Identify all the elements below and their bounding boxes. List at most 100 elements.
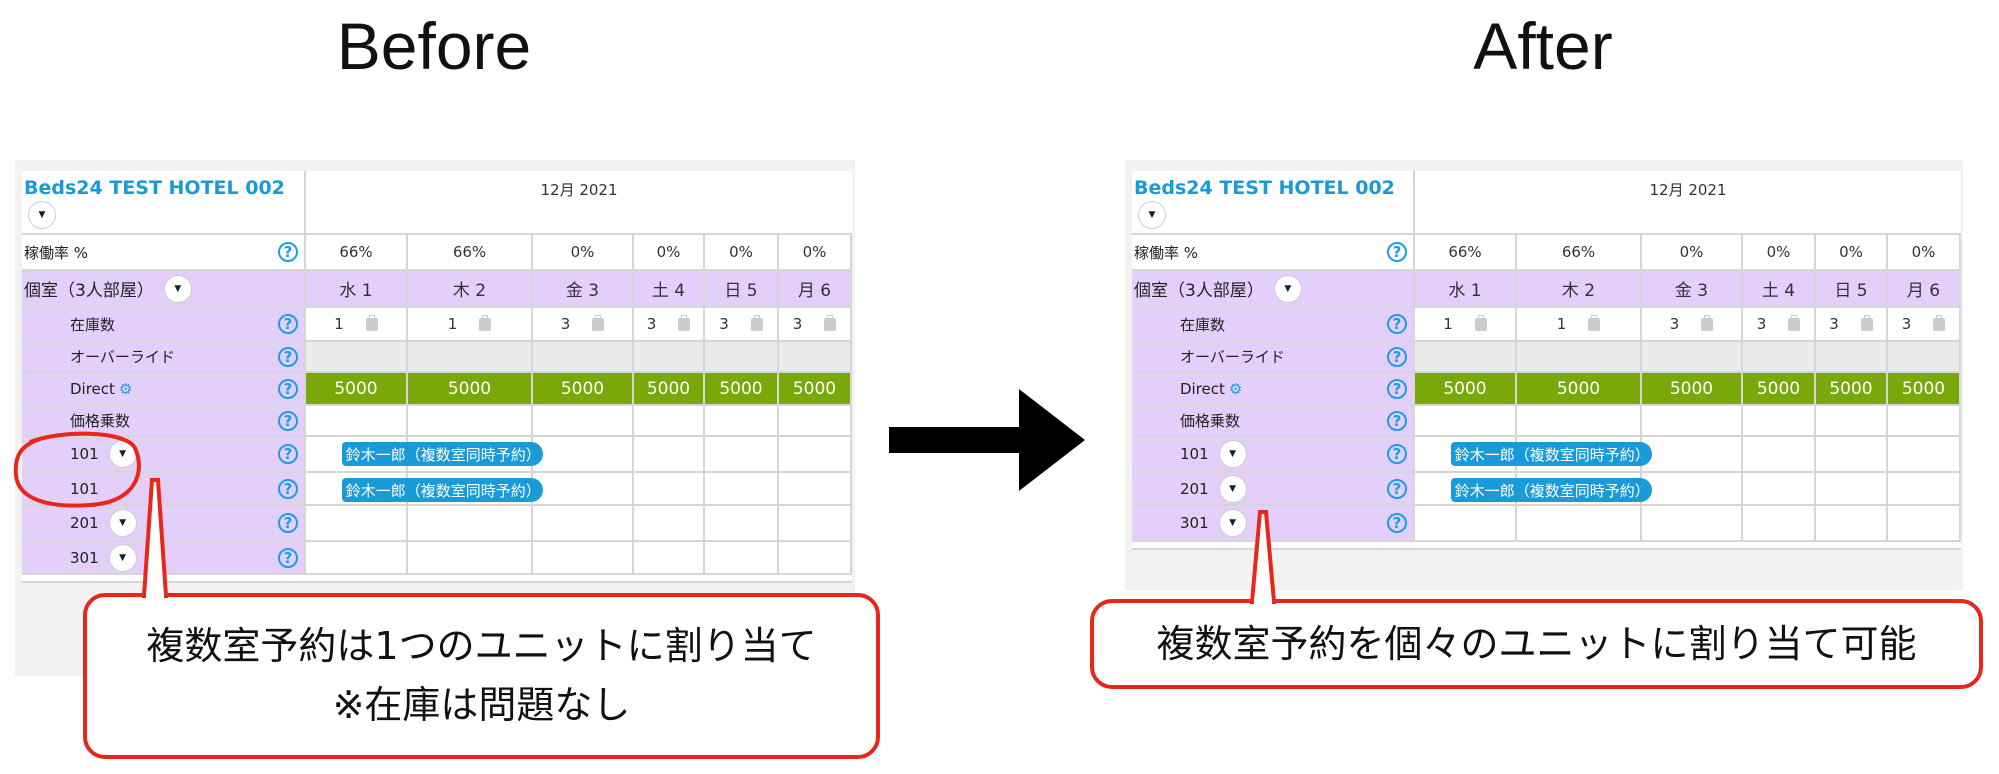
day-cell: 3	[634, 308, 705, 340]
after-callout-pointer	[1249, 510, 1277, 604]
day-cell: 3	[1816, 308, 1888, 340]
unit-name: 201	[70, 514, 99, 532]
room-type-row-label: 個室（3人部屋） ▼	[1132, 271, 1415, 306]
day-cell: 1	[408, 308, 533, 340]
day-cell[interactable]	[1888, 342, 1961, 371]
day-cell: 0%	[1816, 235, 1888, 269]
booking-bar[interactable]: 鈴木一郎（複数室同時予約）	[341, 478, 543, 502]
chevron-down-icon[interactable]: ▼	[108, 543, 137, 572]
after-callout-line-1: 複数室予約を個々のユニットに割り当て可能	[1156, 621, 1917, 666]
gears-icon[interactable]: ⚙	[118, 379, 133, 398]
before-callout-pointer	[141, 478, 169, 598]
day-cell[interactable]: 5000	[1888, 373, 1961, 404]
question-circle-icon[interactable]: ?	[1387, 242, 1407, 262]
question-circle-icon[interactable]: ?	[278, 547, 298, 568]
day-cell[interactable]: 5000	[1743, 373, 1816, 404]
day-cell[interactable]	[1517, 342, 1642, 371]
unit-row-label: 101 ▼?	[22, 437, 306, 471]
chevron-down-icon[interactable]: ▼	[108, 509, 137, 537]
question-circle-icon[interactable]: ?	[278, 513, 298, 533]
day-cell[interactable]	[1743, 342, 1816, 371]
day-cell	[779, 506, 852, 540]
chevron-down-icon[interactable]: ▼	[163, 274, 192, 303]
day-cell: 0%	[1743, 235, 1816, 269]
question-circle-icon[interactable]: ?	[278, 242, 298, 262]
occupancy-row-label: 稼働率 %?	[22, 235, 306, 269]
after-hotel-name[interactable]: Beds24 TEST HOTEL 002	[1134, 177, 1395, 199]
day-cell: 日 5	[705, 271, 779, 306]
day-cell[interactable]	[408, 342, 533, 371]
question-circle-icon[interactable]: ?	[278, 478, 298, 499]
day-cell[interactable]	[1642, 342, 1743, 371]
chevron-down-icon[interactable]: ▼	[1218, 509, 1247, 537]
suitcase-icon	[678, 314, 691, 331]
day-cell[interactable]	[705, 342, 779, 371]
day-cell[interactable]: 5000	[1642, 373, 1743, 404]
question-circle-icon[interactable]: ?	[1387, 378, 1407, 399]
booking-bar[interactable]: 鈴木一郎（複数室同時予約）	[1450, 478, 1652, 502]
unit-row: 301 ▼?	[1132, 506, 1961, 542]
question-circle-icon[interactable]: ?	[278, 346, 298, 367]
occupancy-label: 稼働率 %	[24, 243, 89, 262]
day-cell: 木 2	[408, 271, 533, 306]
question-circle-icon[interactable]: ?	[278, 410, 298, 431]
day-cell	[1517, 506, 1642, 540]
day-cell	[634, 473, 705, 504]
unit-row: 101 ▼? 鈴木一郎（複数室同時予約）	[1132, 437, 1961, 473]
direct-price-row: Direct ⚙? 5000 5000 5000 5000 5000 5000	[1132, 373, 1961, 406]
day-cell[interactable]: 5000	[1517, 373, 1642, 404]
before-heading: Before	[336, 9, 532, 83]
day-cell: 0%	[1888, 235, 1961, 269]
unit-name: 301	[70, 548, 99, 567]
day-cell: 金 3	[533, 271, 634, 306]
question-circle-icon[interactable]: ?	[278, 314, 298, 334]
question-circle-icon[interactable]: ?	[1387, 346, 1407, 367]
inventory-count: 3	[560, 315, 571, 333]
before-hotel-name[interactable]: Beds24 TEST HOTEL 002	[24, 177, 285, 199]
gears-icon[interactable]: ⚙	[1228, 379, 1243, 398]
day-cell[interactable]	[634, 342, 705, 371]
suitcase-icon	[365, 314, 378, 331]
booking-bar[interactable]: 鈴木一郎（複数室同時予約）	[1450, 442, 1652, 466]
day-cell[interactable]: 5000	[1415, 373, 1517, 404]
chevron-down-icon[interactable]: ▼	[1138, 201, 1166, 229]
inventory-count: 3	[719, 315, 729, 333]
day-cell[interactable]: 5000	[533, 373, 634, 404]
day-cell[interactable]: 5000	[306, 373, 408, 404]
question-circle-icon[interactable]: ?	[1387, 513, 1407, 533]
question-circle-icon[interactable]: ?	[1387, 314, 1407, 334]
inventory-count: 3	[1829, 315, 1839, 333]
day-cell	[1816, 406, 1888, 435]
before-month-label: 12月 2021	[540, 181, 618, 199]
chevron-down-icon[interactable]: ▼	[1218, 474, 1247, 503]
chevron-down-icon[interactable]: ▼	[1218, 440, 1247, 468]
day-cell[interactable]	[779, 342, 852, 371]
occupancy-row: 稼働率 %? 66% 66% 0% 0% 0% 0%	[1132, 235, 1961, 271]
day-cell[interactable]	[1816, 342, 1888, 371]
room-type-name[interactable]: 個室（3人部屋）	[1134, 281, 1264, 301]
chevron-down-icon[interactable]: ▼	[1273, 274, 1302, 303]
day-cell[interactable]	[1415, 342, 1517, 371]
question-circle-icon[interactable]: ?	[1387, 478, 1407, 499]
question-circle-icon[interactable]: ?	[1387, 444, 1407, 464]
day-cell[interactable]	[306, 342, 408, 371]
before-callout-line-2: ※在庫は問題なし	[332, 683, 631, 727]
day-cell[interactable]	[533, 342, 634, 371]
day-cell	[1888, 406, 1961, 435]
day-cell	[408, 506, 533, 540]
booking-bar[interactable]: 鈴木一郎（複数室同時予約）	[341, 442, 543, 466]
day-cell: 3	[533, 308, 634, 340]
question-circle-icon[interactable]: ?	[1387, 410, 1407, 431]
unit-row-label: 101 ▼?	[1132, 437, 1415, 471]
day-cell[interactable]: 5000	[705, 373, 779, 404]
day-cell[interactable]: 5000	[408, 373, 533, 404]
question-circle-icon[interactable]: ?	[278, 444, 298, 464]
day-cell	[1743, 406, 1816, 435]
room-type-name[interactable]: 個室（3人部屋）	[24, 281, 154, 301]
day-cell[interactable]: 5000	[634, 373, 705, 404]
question-circle-icon[interactable]: ?	[278, 378, 298, 399]
day-cell[interactable]: 5000	[1816, 373, 1888, 404]
day-cell[interactable]: 5000	[779, 373, 852, 404]
after-month-label: 12月 2021	[1649, 181, 1727, 199]
chevron-down-icon[interactable]: ▼	[28, 201, 56, 229]
